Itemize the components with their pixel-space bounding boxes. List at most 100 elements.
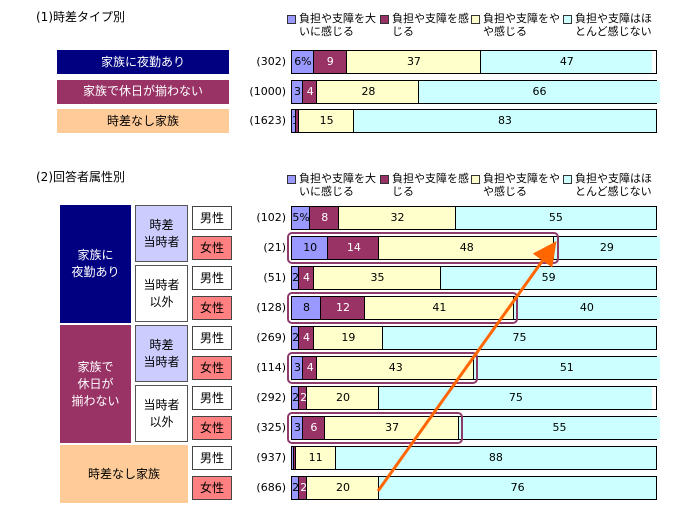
bar-segment-4 [554,237,660,259]
bar-segment-2 [299,327,314,349]
data-label: 75 [508,391,523,404]
bar-segment-2 [302,357,318,379]
bar-segment-1 [292,357,303,379]
bar-segment-4 [419,80,660,103]
bar-segment-4 [455,207,656,229]
legend-item: 負担や支障をやや感じる [471,172,563,198]
bar-segment-1 [292,51,314,73]
data-label: 32 [390,211,405,224]
subgroup-label: 時差 当時者 [135,325,188,382]
stacked-bar: 111583 [291,109,657,133]
data-label: 76 [510,481,525,494]
data-label: 3 [293,361,301,374]
sample-size: (292) [256,391,286,404]
bar-segment-4 [353,110,656,132]
subgroup-label: 当時者 以外 [135,385,188,442]
legend-item: 負担や支障を感じる [380,172,472,198]
category-label: 家族で休日が揃わない [57,79,229,104]
data-label: 20 [335,391,350,404]
bar-segment-4 [474,357,660,379]
data-label: 4 [303,271,311,284]
bar-segment-2 [299,477,307,499]
gender-label: 女性 [192,476,232,500]
data-label: 6 [310,421,318,434]
legend-label: 負担や支障をやや感じる [483,172,560,198]
bar-segment-3 [346,51,482,73]
legend-label: 負担や支障を感じる [392,12,469,38]
legend-swatch [563,15,572,24]
category-label: 家族に夜勤あり [57,50,229,74]
legend-item: 負担や支障を大いに感じる [287,172,379,198]
section-1-title: (1)時差タイプ別 [36,10,125,24]
gender-label: 女性 [192,236,232,260]
sample-size: (1623) [249,114,286,127]
data-label: 9 [326,55,334,68]
legend-label: 負担や支障はほとんど感じない [575,12,652,38]
legend-label: 負担や支障を大いに感じる [299,12,376,38]
group-label: 家族で 休日が 揃わない [60,325,131,443]
bar-segment-3 [313,267,442,289]
bar-segment-3 [364,297,515,319]
data-label: 11 [308,451,323,464]
bar-segment-1 [292,297,322,319]
bar-segment-2 [293,447,296,469]
sample-size: (1000) [249,84,286,98]
sample-size: (21) [263,241,286,254]
bar-segment-2 [299,267,314,289]
highlight-box [287,352,478,384]
bar-segment-2 [313,51,347,73]
stacked-bar: 10 14 48 29 [291,236,660,260]
legend-item: 負担や支障を大いに感じる [287,12,379,38]
data-label: 40 [579,301,594,314]
legend-label: 負担や支障はほとんど感じない [575,172,652,198]
bar-segment-3 [339,207,456,229]
bar-segment-1 [292,237,329,259]
data-label: 88 [488,451,503,464]
bar-segment-2 [295,110,300,132]
bar-segment-1 [292,110,296,132]
data-label: 55 [552,421,567,434]
gender-label: 男性 [192,446,232,470]
legend-swatch [471,175,480,184]
data-label: 14 [346,241,361,254]
data-label: 75 [512,331,527,344]
bar-segment-2 [299,387,307,409]
bar-segment-2 [302,417,325,439]
bar-segment-2 [302,80,318,103]
sample-size: (686) [256,481,286,494]
sample-size: (325) [256,421,286,434]
bar-segment-1 [292,327,300,349]
bar-segment-4 [441,267,656,289]
stacked-bar: 8 12 41 40 [291,296,660,320]
data-label: 8 [321,211,329,224]
data-label: 37 [385,421,400,434]
legend-item: 負担や支障はほとんど感じない [563,172,655,198]
gender-label: 女性 [192,416,232,440]
sample-size: (128) [256,301,286,314]
section-2-title: (2)回答者属性別 [36,170,125,184]
bar-segment-2 [321,297,365,319]
bar-segment-3 [317,357,474,379]
bar-segment-3 [313,327,383,349]
group-label: 時差なし家族 [60,445,188,503]
stacked-bar: 6% 9 37 47 [291,50,657,74]
data-label: 55 [548,211,563,224]
data-label: 4 [303,331,311,344]
data-label: 47 [559,55,574,68]
legend-label: 負担や支障をやや感じる [483,12,560,38]
data-label: 35 [370,271,385,284]
sample-size: (51) [263,271,286,284]
legend-item: 負担や支障はほとんど感じない [563,12,655,38]
bar-segment-4 [514,297,660,319]
gender-label: 男性 [192,266,232,290]
gender-label: 男性 [192,206,232,230]
stacked-bar: 2 4 35 59 [291,266,657,290]
category-label: 時差なし家族 [57,109,229,133]
stacked-bar: 3 4 28 66 [291,79,660,104]
data-label: 2 [292,481,300,494]
data-label: 2 [292,271,300,284]
legend-item: 負担や支障を感じる [380,12,472,38]
stacked-bar: 11188 [291,446,657,470]
data-label: 10 [303,241,318,254]
data-label: 6% [294,55,312,68]
